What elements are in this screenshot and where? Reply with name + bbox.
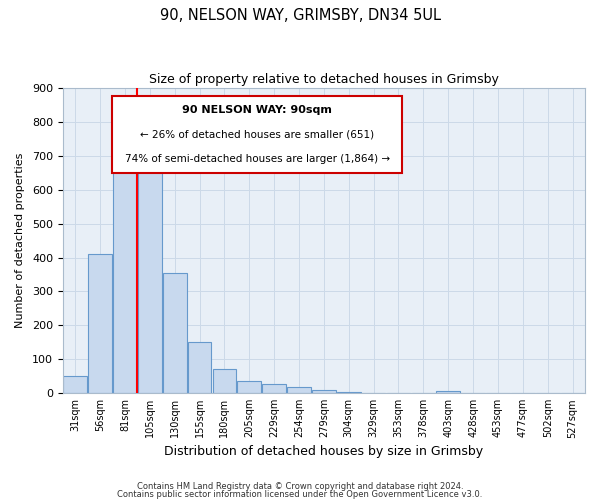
X-axis label: Distribution of detached houses by size in Grimsby: Distribution of detached houses by size … — [164, 444, 484, 458]
Bar — [287, 388, 311, 393]
Bar — [188, 342, 211, 393]
Bar — [436, 391, 460, 393]
Bar — [262, 384, 286, 393]
Bar — [113, 166, 137, 393]
FancyBboxPatch shape — [112, 96, 402, 174]
Text: 90 NELSON WAY: 90sqm: 90 NELSON WAY: 90sqm — [182, 104, 332, 115]
Y-axis label: Number of detached properties: Number of detached properties — [15, 153, 25, 328]
Text: 74% of semi-detached houses are larger (1,864) →: 74% of semi-detached houses are larger (… — [125, 154, 390, 164]
Bar — [138, 139, 161, 393]
Bar — [312, 390, 336, 393]
Text: 90, NELSON WAY, GRIMSBY, DN34 5UL: 90, NELSON WAY, GRIMSBY, DN34 5UL — [160, 8, 440, 22]
Bar — [88, 254, 112, 393]
Bar — [337, 392, 361, 393]
Bar — [212, 370, 236, 393]
Bar — [163, 273, 187, 393]
Text: ← 26% of detached houses are smaller (651): ← 26% of detached houses are smaller (65… — [140, 130, 374, 140]
Title: Size of property relative to detached houses in Grimsby: Size of property relative to detached ho… — [149, 72, 499, 86]
Bar — [64, 376, 87, 393]
Text: Contains public sector information licensed under the Open Government Licence v3: Contains public sector information licen… — [118, 490, 482, 499]
Bar — [238, 380, 261, 393]
Text: Contains HM Land Registry data © Crown copyright and database right 2024.: Contains HM Land Registry data © Crown c… — [137, 482, 463, 491]
